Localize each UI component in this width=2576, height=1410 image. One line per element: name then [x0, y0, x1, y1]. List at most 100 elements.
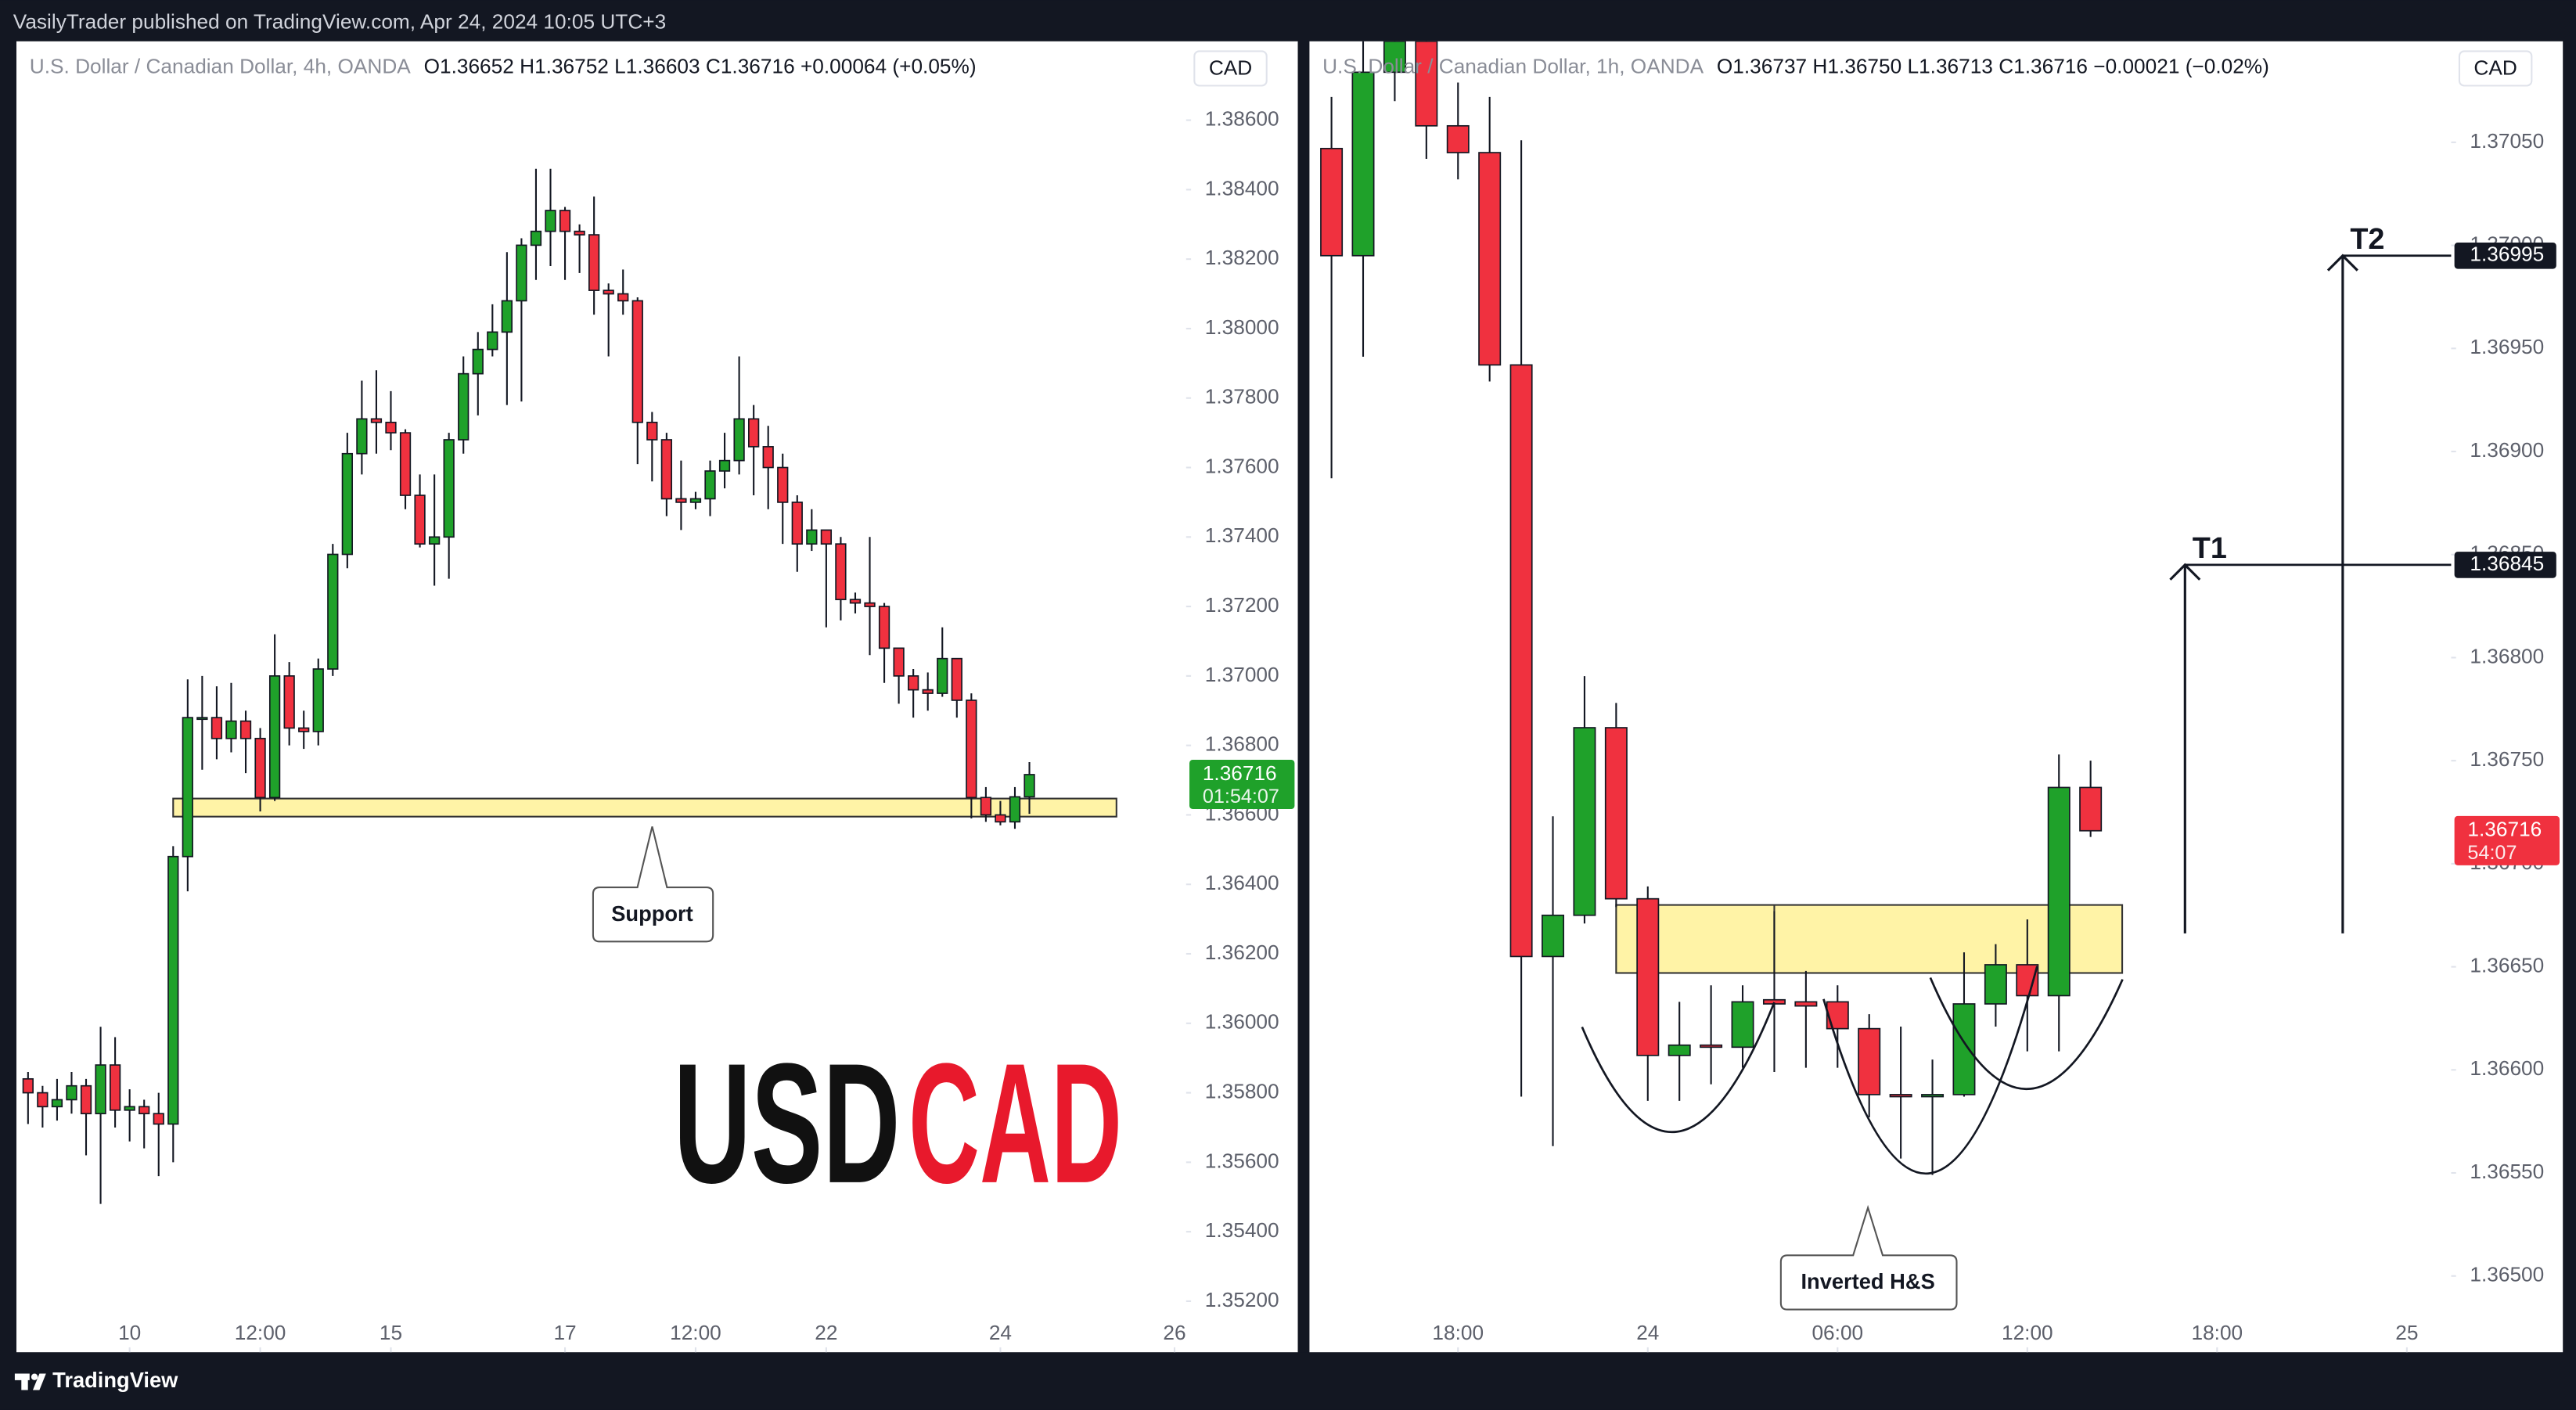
y-tick-label: 1.36750	[2470, 747, 2544, 771]
candle-body	[1731, 1001, 1754, 1049]
currency-box[interactable]	[1193, 50, 1268, 87]
candle-body	[559, 210, 571, 232]
x-tick-label: 18:00	[1432, 1321, 1484, 1344]
candle-body	[574, 230, 585, 236]
currency-box[interactable]	[2458, 50, 2533, 87]
y-tick-label: 1.35800	[1205, 1080, 1279, 1103]
candle-body	[51, 1099, 63, 1108]
footer-logo	[14, 1373, 46, 1390]
candle-body	[922, 689, 934, 694]
x-tick-label: 17	[553, 1321, 576, 1344]
y-tick-label: 1.35200	[1205, 1288, 1279, 1311]
callout-box	[592, 826, 714, 943]
candle-body	[1320, 147, 1344, 257]
candle-body	[472, 348, 484, 375]
candle-body	[1415, 41, 1438, 127]
target-price-box	[2454, 552, 2556, 578]
y-tick-label: 1.38600	[1205, 107, 1279, 131]
y-tick-label: 1.38400	[1205, 176, 1279, 200]
candle-body	[428, 536, 441, 545]
candle-body	[1351, 71, 1375, 257]
y-tick-label: 1.37400	[1205, 523, 1279, 547]
candle-body	[385, 421, 397, 433]
candle-body	[239, 720, 252, 739]
candle-body	[835, 543, 847, 601]
y-tick-label: 1.36900	[2470, 438, 2544, 462]
currency[interactable]: CAD	[1209, 56, 1252, 79]
y-tick-label: 1.36950	[2470, 335, 2544, 358]
legend: U.S. Dollar / Canadian Dollar, 1h, OANDA…	[1322, 54, 2269, 77]
candle-body	[951, 657, 962, 701]
candle-body	[660, 439, 673, 500]
candle-body	[864, 602, 876, 607]
y-tick-label: 1.37050	[2470, 129, 2544, 153]
y-tick-label: 1.36800	[2470, 644, 2544, 667]
x-tick-label: 12:00	[2002, 1321, 2053, 1344]
candle-body	[80, 1084, 92, 1115]
pattern-curves	[1581, 966, 2124, 1174]
candle-body	[283, 675, 295, 729]
candle-body	[1858, 1027, 1881, 1095]
candle-body	[617, 293, 629, 302]
target-price-box	[2454, 242, 2556, 269]
candle-body	[1542, 914, 1565, 958]
y-tick-label: 1.38200	[1205, 246, 1279, 269]
publish-info: VasilyTrader published on TradingView.co…	[13, 10, 666, 34]
y-tick-label: 1.37000	[1205, 663, 1279, 686]
left-panel	[16, 41, 1298, 1353]
candle-body	[443, 439, 455, 538]
footer-brand[interactable]: TradingView	[52, 1368, 178, 1392]
arrow-head	[2169, 563, 2201, 581]
logo-slash	[32, 1373, 46, 1390]
x-tick-label: 24	[989, 1321, 1012, 1344]
right-plot	[1320, 41, 2124, 1175]
candle-body	[1794, 1001, 1818, 1007]
candle-body	[356, 418, 368, 455]
y-tick-label: 1.37200	[1205, 593, 1279, 617]
x-tick-label: 22	[815, 1321, 837, 1344]
candle-body	[1984, 964, 2007, 1005]
x-tick-label: 24	[1636, 1321, 1659, 1344]
candle-body	[1604, 727, 1628, 900]
candle-body	[675, 498, 687, 503]
candle-body	[908, 675, 919, 691]
candle-body	[1009, 796, 1021, 823]
x-tick-label: 18:00	[2192, 1321, 2243, 1344]
candle-body	[37, 1092, 49, 1108]
candle-body	[820, 529, 833, 545]
candle-body	[1573, 727, 1596, 916]
candle-body	[254, 737, 266, 799]
candle-body	[777, 466, 789, 503]
candle-body	[95, 1064, 106, 1115]
candle-body	[937, 657, 948, 694]
target-price: 1.36995	[2470, 243, 2544, 266]
watermark-quote: CAD	[908, 1028, 1122, 1219]
y-tick-label: 1.36600	[2470, 1056, 2544, 1080]
candle-body	[806, 529, 818, 545]
x-tick-label: 06:00	[1811, 1321, 1863, 1344]
candle-body	[893, 647, 905, 677]
last-price: 1.36716	[1203, 761, 1277, 785]
candle-body	[1478, 152, 1502, 366]
callout-box	[1779, 1204, 1958, 1311]
y-tick-label: 1.37600	[1205, 454, 1279, 477]
candle-body	[312, 668, 324, 732]
y-tick-label: 1.36500	[2470, 1263, 2544, 1286]
candle-body	[153, 1113, 164, 1125]
candle-body	[1024, 774, 1035, 798]
candle-body	[341, 452, 353, 556]
y-tick-label: 1.38000	[1205, 315, 1279, 339]
target-price: 1.36845	[2470, 552, 2544, 575]
candle-body	[530, 230, 542, 246]
candle-body	[1668, 1044, 1691, 1056]
candle-body	[458, 372, 470, 441]
currency[interactable]: CAD	[2473, 56, 2517, 79]
candle-body	[603, 290, 614, 295]
zone	[1615, 904, 2124, 974]
candle-body	[268, 675, 281, 799]
candle-body	[588, 234, 600, 291]
candle-body	[298, 727, 310, 732]
symbol-name: U.S. Dollar / Canadian Dollar, 1h, OANDA	[1322, 54, 1704, 77]
bar-countdown: 54:07	[2467, 842, 2517, 864]
